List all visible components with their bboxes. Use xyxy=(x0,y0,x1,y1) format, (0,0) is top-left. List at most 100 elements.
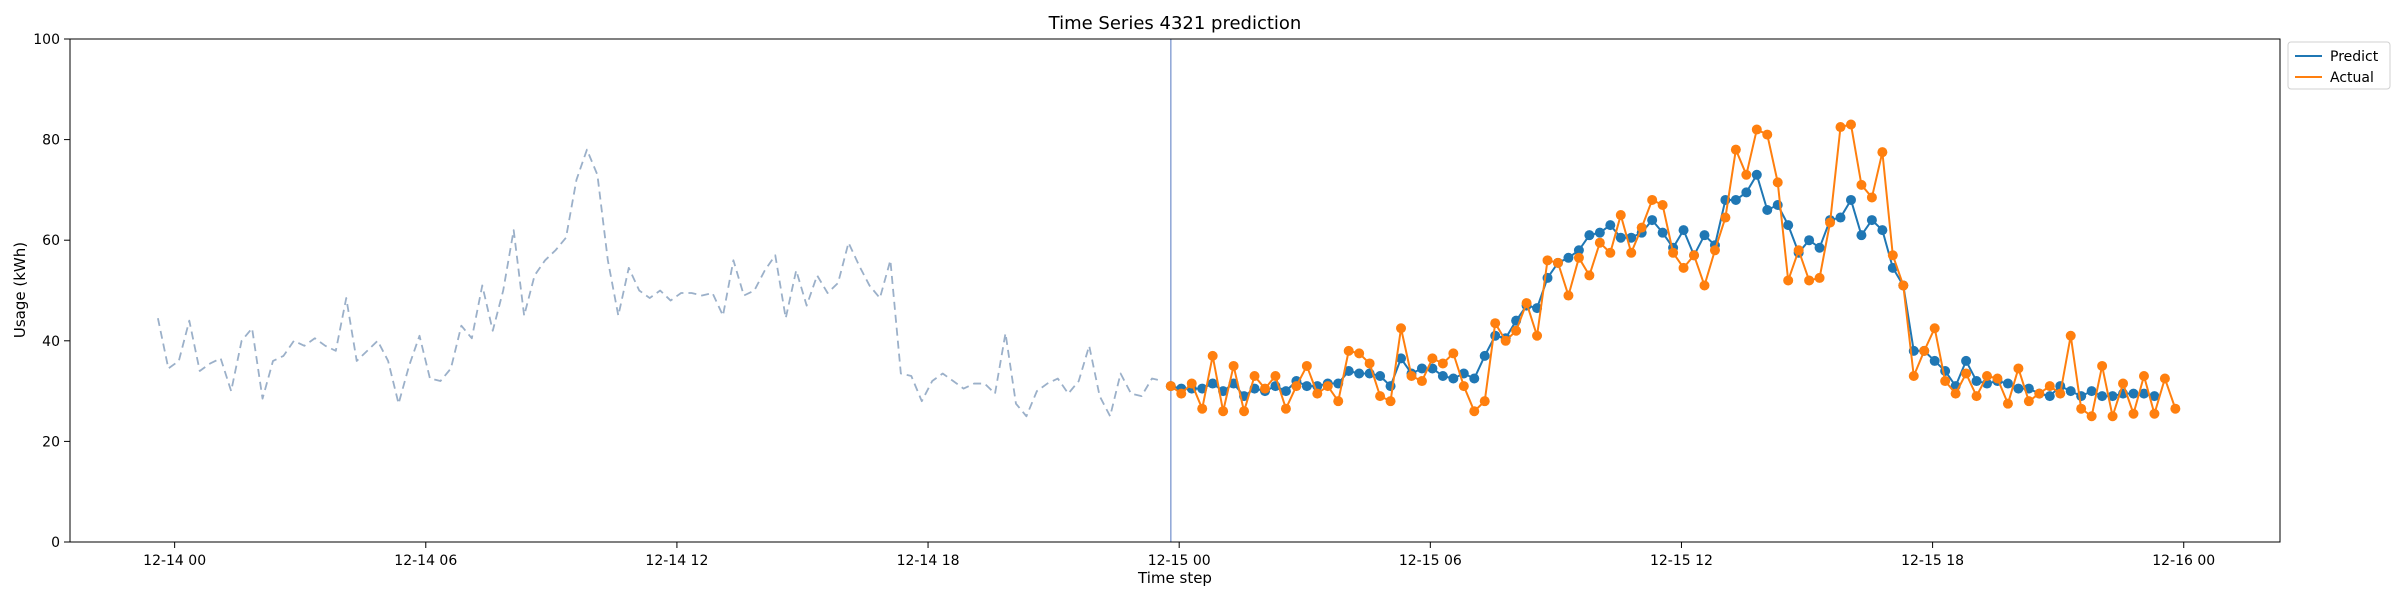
data-point xyxy=(1699,280,1710,291)
data-point xyxy=(1678,225,1689,236)
y-tick-label: 60 xyxy=(42,233,60,249)
data-point xyxy=(1615,210,1626,221)
data-point xyxy=(1751,124,1762,135)
data-point xyxy=(1312,388,1323,399)
data-point xyxy=(1584,270,1595,281)
data-point xyxy=(1207,350,1218,361)
data-point xyxy=(1375,371,1386,382)
data-point xyxy=(2013,383,2024,394)
data-point xyxy=(1573,245,1584,256)
data-point xyxy=(1490,318,1501,329)
data-point xyxy=(1176,388,1187,399)
x-tick-label: 12-14 12 xyxy=(645,553,708,569)
data-point xyxy=(1825,217,1836,228)
data-point xyxy=(1396,353,1407,364)
data-point xyxy=(2138,388,2149,399)
data-point xyxy=(1877,225,1888,236)
data-point xyxy=(1322,381,1333,392)
data-point xyxy=(1835,212,1846,223)
data-point xyxy=(2044,391,2055,402)
series-line-actual xyxy=(1170,123,2177,418)
x-tick-label: 12-15 00 xyxy=(1148,553,1211,569)
data-point xyxy=(2107,411,2118,422)
data-point xyxy=(1427,353,1438,364)
data-point xyxy=(1239,406,1250,417)
data-point xyxy=(1647,194,1658,205)
data-point xyxy=(2128,388,2139,399)
data-point xyxy=(1845,119,1856,130)
data-point xyxy=(1866,215,1877,226)
data-point xyxy=(1542,255,1553,266)
data-point xyxy=(2097,360,2108,371)
x-axis: 12-14 00 12-14 06 12-14 12 12-14 18 12-15 00… xyxy=(143,542,2215,569)
data-point xyxy=(1280,386,1291,397)
data-point xyxy=(1469,406,1480,417)
data-point xyxy=(1458,381,1469,392)
data-point xyxy=(1929,323,1940,334)
y-tick-label: 0 xyxy=(51,535,60,551)
data-point xyxy=(1762,205,1773,216)
y-tick-label: 80 xyxy=(42,133,60,149)
data-point xyxy=(1354,348,1365,359)
data-point xyxy=(1375,391,1386,402)
data-point xyxy=(1856,179,1867,190)
data-point xyxy=(1772,177,1783,188)
data-point xyxy=(1490,330,1501,341)
y-axis-title: Usage (kWh) xyxy=(11,242,29,338)
data-point xyxy=(1364,358,1375,369)
data-point xyxy=(1961,355,1972,366)
data-point xyxy=(1416,376,1427,387)
x-tick-label: 12-14 00 xyxy=(143,553,206,569)
data-point xyxy=(1898,280,1909,291)
data-point xyxy=(1500,335,1511,346)
data-point xyxy=(1741,187,1752,198)
data-point xyxy=(1228,360,1239,371)
data-point xyxy=(2002,398,2013,409)
data-point xyxy=(2086,386,2097,397)
data-point xyxy=(2149,408,2160,419)
data-point xyxy=(1249,371,1260,382)
data-point xyxy=(2076,403,2087,414)
data-point xyxy=(1845,194,1856,205)
x-tick-label: 12-14 18 xyxy=(897,553,960,569)
data-point xyxy=(1908,371,1919,382)
data-point xyxy=(1165,381,1176,392)
data-point xyxy=(2086,411,2097,422)
data-point xyxy=(1720,212,1731,223)
data-point xyxy=(1563,290,1574,301)
x-tick-label: 12-16 00 xyxy=(2152,553,2215,569)
data-point xyxy=(1207,378,1218,389)
data-point xyxy=(1887,250,1898,261)
plot-area xyxy=(157,39,2181,542)
data-point xyxy=(1532,330,1543,341)
data-point xyxy=(1615,232,1626,243)
data-point xyxy=(1877,147,1888,158)
data-point xyxy=(1594,227,1605,238)
data-point xyxy=(1563,252,1574,263)
data-point xyxy=(2065,330,2076,341)
data-point xyxy=(1594,237,1605,248)
data-point xyxy=(1343,365,1354,376)
x-tick-label: 12-14 06 xyxy=(394,553,457,569)
y-tick-label: 40 xyxy=(42,334,60,350)
data-point xyxy=(1416,363,1427,374)
data-point xyxy=(1730,194,1741,205)
data-point xyxy=(1762,129,1773,140)
data-point xyxy=(1301,360,1312,371)
y-tick-label: 100 xyxy=(33,32,60,48)
data-point xyxy=(1657,199,1668,210)
data-point xyxy=(1626,247,1637,258)
data-point xyxy=(2055,388,2066,399)
data-point xyxy=(1448,348,1459,359)
data-point xyxy=(2044,381,2055,392)
plot-frame xyxy=(69,38,2281,543)
data-point xyxy=(1793,245,1804,256)
data-point xyxy=(2023,396,2034,407)
data-point xyxy=(1678,262,1689,273)
data-point xyxy=(2013,363,2024,374)
data-point xyxy=(1992,373,2003,384)
data-point xyxy=(2076,391,2087,402)
data-point xyxy=(1573,252,1584,263)
data-point xyxy=(1354,368,1365,379)
